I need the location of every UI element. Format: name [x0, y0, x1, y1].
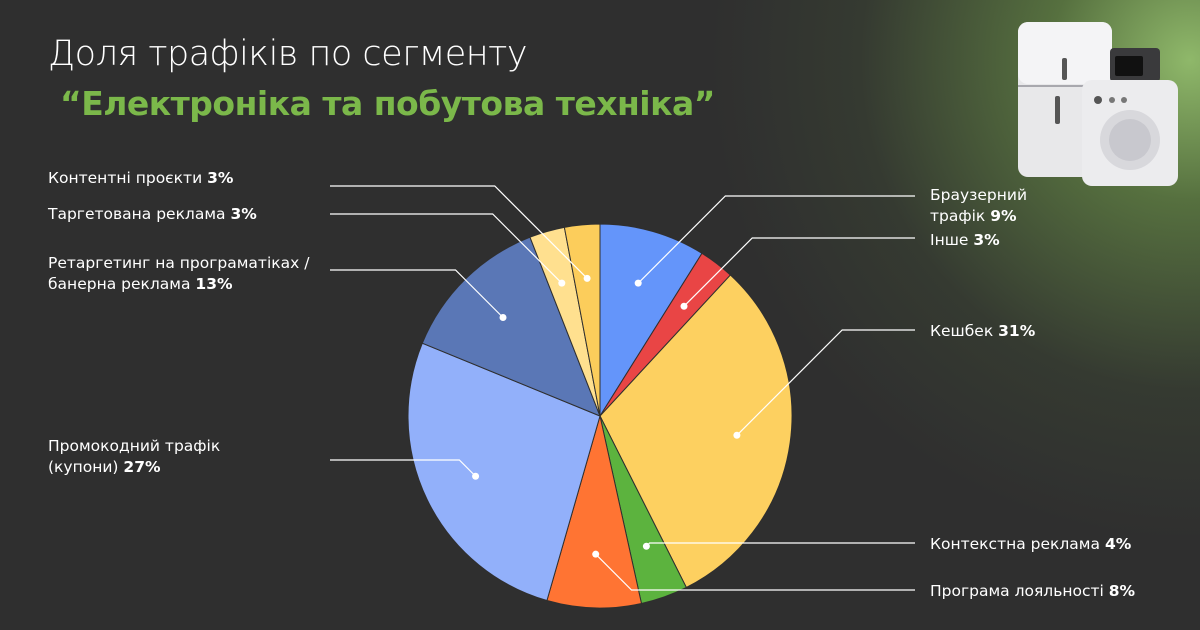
category-label: Кешбек — [930, 322, 994, 340]
category-label: Промокодний трафік (купони) — [48, 437, 221, 476]
category-label: Браузерний трафік — [930, 186, 1028, 225]
value-label: 8% — [1108, 582, 1136, 600]
slice-label: Браузерний трафік 9% — [930, 185, 1060, 227]
leader-line — [330, 269, 504, 318]
value-label: 4% — [1104, 535, 1132, 553]
category-label: Інше — [930, 231, 969, 249]
leader-dot — [733, 431, 741, 439]
value-label: 3% — [973, 231, 1000, 249]
slice-label: Інше 3% — [930, 230, 1130, 251]
leader-dot — [583, 274, 591, 282]
chart-title: Доля трафіків по сегменту — [48, 34, 528, 74]
leader-line — [637, 195, 915, 284]
leader-line — [595, 553, 915, 591]
category-label: Контентні проєкти — [48, 169, 203, 187]
leader-line — [330, 185, 588, 279]
pie-slice — [599, 274, 793, 589]
slice-label: Кешбек 31% — [930, 321, 1130, 342]
leader-dot — [472, 472, 480, 480]
leader-line — [330, 459, 477, 477]
leader-dot — [634, 279, 642, 287]
leader-dot — [680, 302, 688, 310]
pie-slice — [546, 415, 643, 609]
slice-label: Програма лояльності 8% — [930, 581, 1190, 602]
slice-label: Таргетована реклама 3% — [48, 204, 308, 225]
leader-dot — [499, 313, 507, 321]
leader-line — [736, 329, 915, 436]
value-label: 13% — [195, 275, 233, 293]
pie-slice — [599, 223, 703, 418]
leader-dot — [642, 542, 650, 550]
category-label: Таргетована реклама — [48, 205, 226, 223]
appliances-illustration — [1018, 22, 1178, 186]
leader-line — [683, 237, 915, 307]
leader-dot — [558, 279, 566, 287]
value-label: 3% — [207, 169, 234, 187]
slice-label: Контекстна реклама 4% — [930, 534, 1190, 555]
value-label: 3% — [230, 205, 257, 223]
category-label: Ретаргетинг на програматіках / банерна р… — [48, 254, 310, 293]
value-label: 27% — [123, 458, 161, 476]
leader-dot — [592, 550, 600, 558]
slice-label: Контентні проєкти 3% — [48, 168, 308, 189]
category-label: Контекстна реклама — [930, 535, 1100, 553]
pie-slice — [407, 342, 601, 602]
slice-label: Ретаргетинг на програматіках / банерна р… — [48, 253, 338, 295]
value-label: 31% — [998, 322, 1036, 340]
pie-slice — [563, 223, 601, 417]
slice-label: Промокодний трафік (купони) 27% — [48, 436, 278, 478]
leader-line — [330, 213, 563, 284]
chart-subtitle: “Електроніка та побутова техніка” — [60, 84, 715, 123]
category-label: Програма лояльності — [930, 582, 1104, 600]
value-label: 9% — [990, 207, 1017, 225]
